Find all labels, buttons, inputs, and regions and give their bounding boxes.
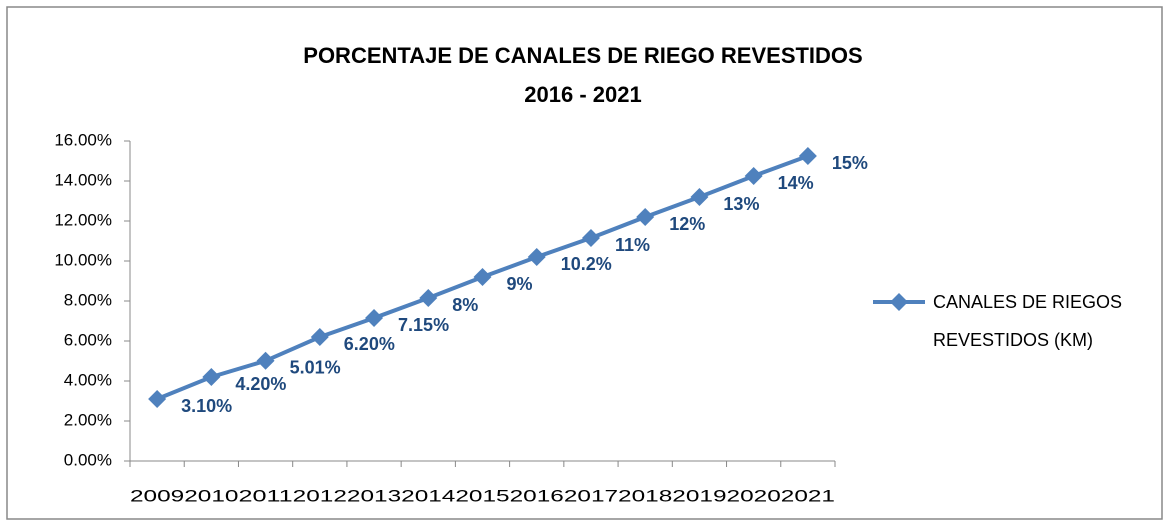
x-tick-label: 2010 (184, 486, 238, 505)
y-tick-label: 16.00% (54, 130, 112, 149)
data-label: 13% (723, 194, 759, 214)
data-label: 4.20% (235, 374, 286, 394)
x-tick-label: 2012 (293, 486, 347, 505)
x-tick-label: 2011 (238, 486, 292, 505)
y-tick-label: 8.00% (64, 290, 112, 309)
data-label: 12% (669, 214, 705, 234)
data-point (148, 390, 167, 408)
data-label: 5.01% (290, 358, 341, 378)
y-tick-label: 10.00% (54, 250, 112, 269)
data-point (690, 188, 709, 206)
x-tick-label: 2019 (672, 486, 726, 505)
data-point (202, 368, 221, 386)
data-point (798, 147, 817, 165)
x-tick-label: 2015 (455, 486, 509, 505)
x-tick-label: 2016 (510, 486, 564, 505)
y-tick-label: 14.00% (54, 170, 112, 189)
data-point (581, 229, 600, 247)
x-tick-label: 2020 (727, 486, 781, 505)
x-tick-label: 2013 (347, 486, 401, 505)
data-label: 14% (778, 173, 814, 193)
data-label: 10.2% (561, 254, 612, 274)
chart-title: PORCENTAJE DE CANALES DE RIEGO REVESTIDO… (303, 43, 862, 68)
data-point (744, 167, 763, 185)
data-point (365, 309, 384, 327)
data-point (256, 351, 275, 370)
y-tick-label: 6.00% (64, 330, 112, 349)
chart-border (6, 6, 1163, 520)
data-label: 3.10% (181, 396, 232, 416)
y-tick-label: 4.00% (64, 370, 112, 389)
data-label: 15% (832, 153, 868, 173)
y-tick-label: 12.00% (54, 210, 112, 229)
y-tick-label: 0.00% (64, 450, 112, 469)
x-tick-label: 2017 (564, 486, 618, 505)
chart-subtitle: 2016 - 2021 (524, 82, 641, 107)
data-label: 9% (507, 274, 533, 294)
data-point (636, 208, 655, 226)
x-tick-label: 2009 (130, 486, 184, 505)
data-point (419, 289, 438, 307)
x-tick-label: 2018 (618, 486, 672, 505)
data-point (310, 328, 329, 346)
y-tick-label: 2.00% (64, 410, 112, 429)
legend-marker (890, 293, 908, 311)
legend-label: CANALES DE RIEGOS REVESTIDOS (KM) (933, 292, 1123, 350)
data-point (473, 268, 492, 286)
data-label: 7.15% (398, 315, 449, 335)
data-label: 8% (452, 295, 478, 315)
data-label: 11% (615, 235, 650, 255)
x-tick-label: 2014 (401, 486, 455, 505)
data-label: 6.20% (344, 334, 395, 354)
x-tick-label: 2021 (781, 486, 835, 505)
data-point (527, 248, 546, 266)
